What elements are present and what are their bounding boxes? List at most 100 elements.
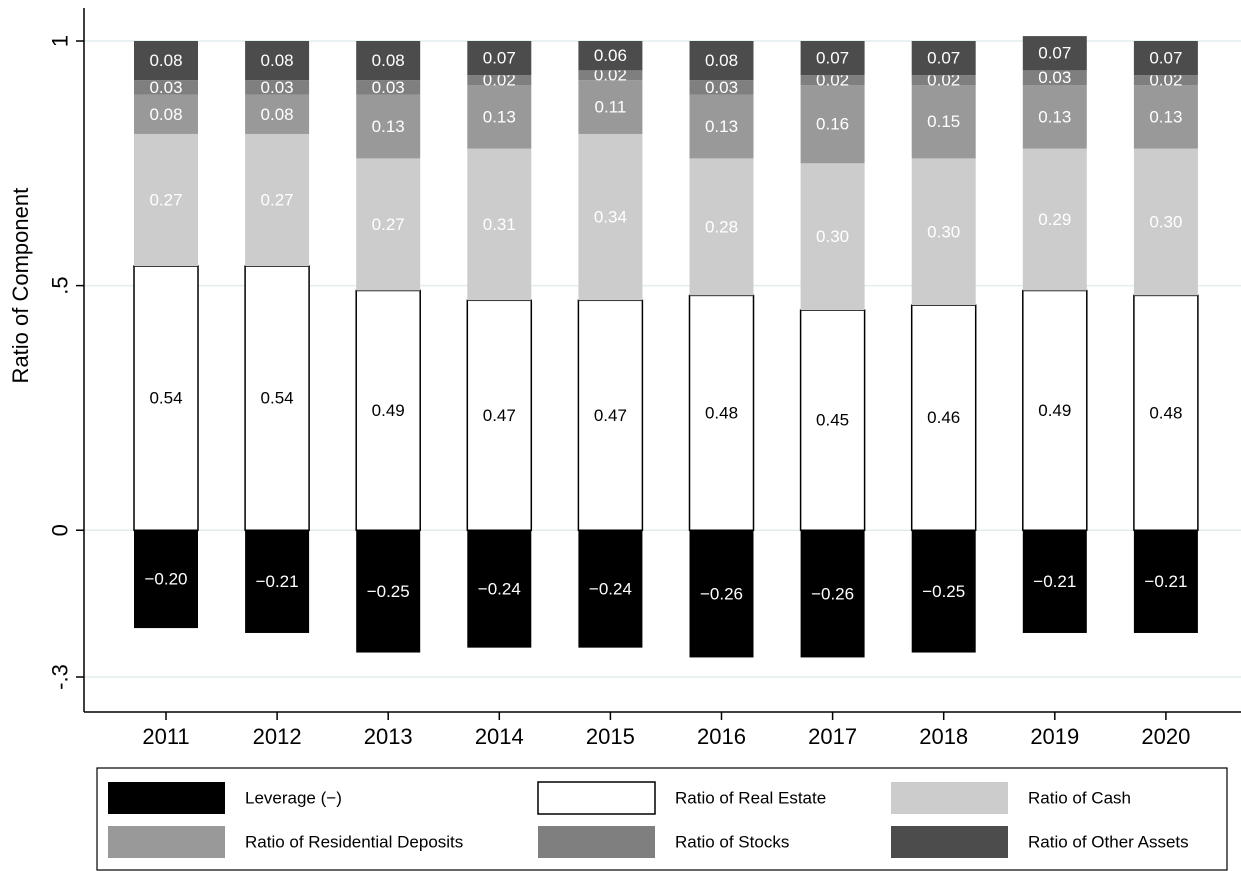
legend: Leverage (−) Ratio of Real Estate Ratio of… (96, 767, 1228, 871)
bar-stack: −0.26 0.45 0.30 0.16 0.02 0.07 (799, 41, 866, 658)
bar-segment (245, 133, 310, 267)
legend-item: Ratio of Other Assets (891, 826, 1189, 858)
data-label: 0.08 (705, 51, 738, 70)
data-label: −0.25 (367, 582, 410, 601)
data-label: 0.46 (927, 408, 960, 427)
bar-segment (577, 299, 644, 531)
data-label: 0.13 (705, 117, 738, 136)
bar-segment (800, 530, 865, 658)
data-label: 0.03 (149, 78, 182, 97)
bar-segment (467, 85, 532, 149)
bar-segment (134, 530, 198, 629)
bar-segment (356, 530, 421, 653)
data-label: 0.03 (1038, 68, 1071, 87)
bar-segment (1022, 148, 1087, 291)
data-label: 0.45 (816, 411, 849, 430)
bar-segment (578, 530, 643, 648)
data-label: 0.13 (372, 117, 405, 136)
data-label: 0.15 (927, 112, 960, 131)
bar-segment (689, 94, 754, 159)
data-label: 0.47 (483, 406, 516, 425)
x-tick-label: 2019 (1030, 724, 1079, 749)
bar-segment (1022, 36, 1087, 71)
bar-segment (245, 530, 310, 633)
bar-segment (133, 265, 199, 531)
bar-segment (911, 85, 976, 159)
y-tick-label: .5 (48, 276, 73, 294)
y-axis-ticks: 1 .5 0 -.3 (48, 35, 84, 690)
bar-segment (689, 530, 754, 658)
data-label: 0.34 (594, 208, 627, 227)
data-label: 0.03 (261, 78, 294, 97)
data-label: 0.02 (483, 71, 516, 90)
bar-segment (1133, 530, 1198, 633)
data-label: 0.08 (372, 51, 405, 70)
data-label: 0.07 (1038, 44, 1071, 63)
legend-swatch (891, 782, 1008, 814)
x-tick-label: 2018 (919, 724, 968, 749)
bar-segment (1133, 85, 1198, 149)
data-label: 0.03 (705, 78, 738, 97)
data-label: 0.47 (594, 406, 627, 425)
bar-stack: −0.24 0.47 0.34 0.11 0.020.06 (577, 41, 644, 648)
bar-segment (466, 299, 533, 531)
legend-label: Ratio of Stocks (675, 833, 789, 852)
bar-segment (355, 289, 421, 531)
data-label: 0.08 (261, 51, 294, 70)
bar-segment (911, 158, 976, 306)
y-tick-label: 1 (48, 35, 73, 47)
legend-swatch (108, 826, 225, 858)
data-label: 0.11 (594, 98, 626, 117)
bar-segment (467, 148, 532, 301)
y-axis-title: Ratio of Component (8, 188, 33, 384)
bar-segment (245, 94, 310, 134)
bar-segment (134, 94, 198, 134)
bar-stack: −0.20 0.54 0.27 0.08 0.03 0.08 (133, 41, 199, 629)
bar-segment (911, 75, 976, 86)
bars: −0.20 0.54 0.27 0.08 0.03 0.08 −0.21 0.54 0.27 0.… (133, 36, 1199, 658)
bar-stack: −0.25 0.49 0.27 0.13 0.03 0.08 (355, 41, 421, 653)
data-label: 0.30 (1149, 213, 1182, 232)
x-tick-label: 2014 (475, 724, 524, 749)
legend-item: Ratio of Stocks (538, 826, 789, 858)
data-label: 0.13 (1149, 107, 1182, 126)
bar-segment (800, 41, 865, 76)
x-axis-ticks: 2011 2012 2013 2014 2015 2016 2017 2018 2019 2020 (142, 712, 1190, 749)
data-label: 0.27 (149, 191, 182, 210)
data-label: 0.27 (372, 215, 405, 234)
data-label: 0.06 (594, 46, 627, 65)
x-tick-label: 2015 (586, 724, 635, 749)
bar-segment (689, 158, 754, 296)
data-label: 0.03 (372, 78, 405, 97)
legend-frame (96, 767, 1228, 871)
data-label: −0.25 (922, 582, 965, 601)
x-tick-label: 2011 (142, 724, 189, 749)
legend-item: Ratio of Cash (891, 782, 1131, 814)
bar-segment (799, 309, 866, 531)
data-label: −0.21 (1144, 572, 1187, 591)
data-label: 0.07 (816, 49, 849, 68)
data-label: 0.28 (705, 217, 738, 236)
legend-label: Ratio of Residential Deposits (245, 833, 463, 852)
x-tick-label: 2020 (1141, 724, 1190, 749)
data-label: 0.49 (1038, 401, 1071, 420)
bar-segment (578, 80, 643, 134)
bar-segment (1022, 530, 1087, 633)
bar-segment (911, 41, 976, 76)
legend-label: Ratio of Other Assets (1028, 833, 1189, 852)
data-label: −0.20 (144, 570, 187, 589)
bar-segment (356, 158, 421, 291)
bar-stack: −0.21 0.48 0.30 0.13 0.02 0.07 (1133, 41, 1199, 633)
data-label: −0.26 (811, 584, 854, 603)
x-tick-label: 2017 (808, 724, 857, 749)
bar-segment (356, 41, 421, 81)
bar-segment (689, 80, 754, 95)
legend-swatch (537, 781, 656, 815)
bar-segment (245, 41, 310, 81)
data-label: −0.21 (256, 572, 299, 591)
legend-swatch (538, 826, 655, 858)
bar-stack: −0.26 0.48 0.28 0.13 0.03 0.08 (688, 41, 755, 658)
legend-label: Leverage (−) (245, 789, 342, 808)
data-label: 0.48 (705, 403, 738, 422)
data-label: 0.02 (594, 66, 627, 85)
